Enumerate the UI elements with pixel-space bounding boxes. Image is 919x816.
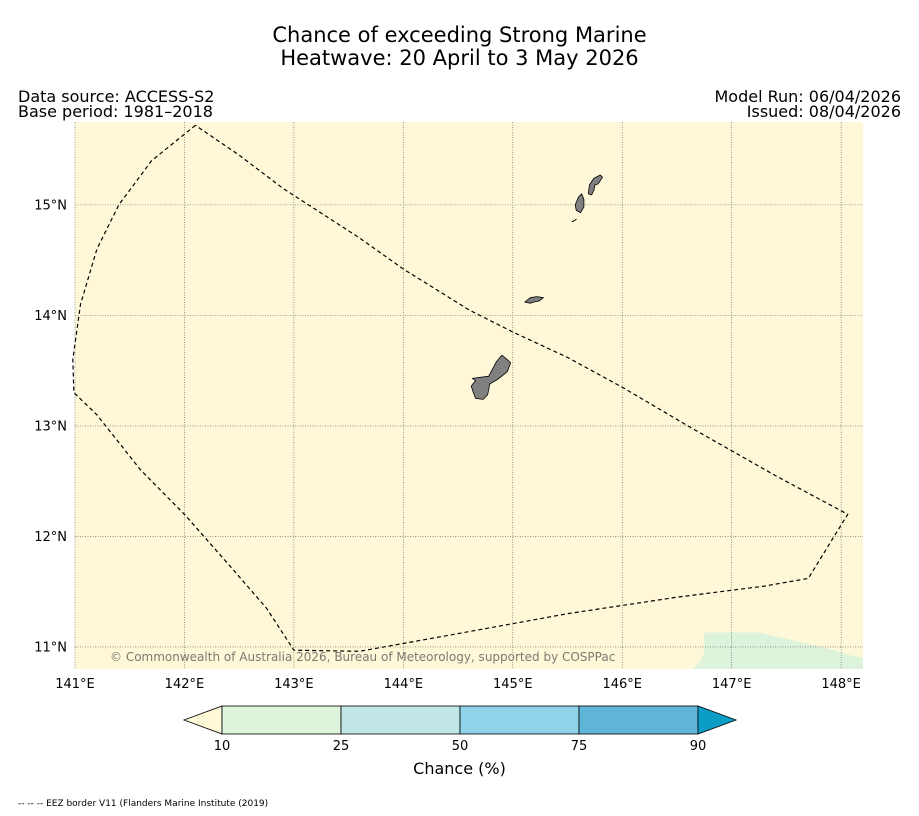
colorbar-bin [459,705,580,735]
lat-tick-label: 15°N [34,198,67,213]
colorbar-label: Chance (%) [413,759,506,778]
lat-tick-label: 13°N [34,419,67,434]
lat-tick-label: 12°N [34,530,67,545]
lon-tick-label: 143°E [274,677,314,692]
eez-border [72,124,849,652]
copyright-notice: © Commonwealth of Australia 2026, Bureau… [110,650,615,664]
island-rota [524,296,544,304]
colorbar-bin [578,705,699,735]
colorbar-extend-low [182,705,223,735]
lat-tick-label: 11°N [34,640,67,655]
eez-legend-note: -- -- -- EEZ border V11 (Flanders Marine… [18,799,269,809]
data-source-label: Data source: ACCESS-S2 [18,87,215,106]
island-saipan [587,174,603,196]
lon-tick-label: 144°E [384,677,424,692]
colorbar-tick-label: 25 [333,739,350,754]
lat-tick-label: 14°N [34,309,67,324]
lon-tick-label: 148°E [821,677,861,692]
colorbar-tick-label: 75 [571,739,588,754]
chance-10-25-region [693,632,863,669]
lon-tick-label: 147°E [712,677,752,692]
base-period-label: Base period: 1981–2018 [18,102,213,121]
colorbar-extend-high [697,705,738,735]
issued-label: Issued: 08/04/2026 [746,102,901,121]
lon-tick-label: 145°E [493,677,533,692]
chart-title-line-1: Chance of exceeding Strong Marine [272,23,647,47]
lon-tick-label: 142°E [165,677,205,692]
colorbar-tick-label: 90 [690,739,707,754]
island-aguijan [571,218,577,222]
map-background [75,122,863,669]
map-figure: 141°E 142°E 143°E 144°E 145°E 146°E 147°E 148°E… [34,122,863,754]
colorbar-tick-label: 10 [214,739,231,754]
island-guam [470,354,512,400]
chart-title-line-2: Heatwave: 20 April to 3 May 2026 [280,46,639,70]
island-tinian [574,193,585,214]
model-run-label: Model Run: 06/04/2026 [714,87,902,106]
colorbar-bin [221,705,342,735]
lon-tick-label: 141°E [55,677,95,692]
colorbar-tick-label: 50 [452,739,469,754]
colorbar-bin [340,705,461,735]
lon-tick-label: 146°E [602,677,642,692]
